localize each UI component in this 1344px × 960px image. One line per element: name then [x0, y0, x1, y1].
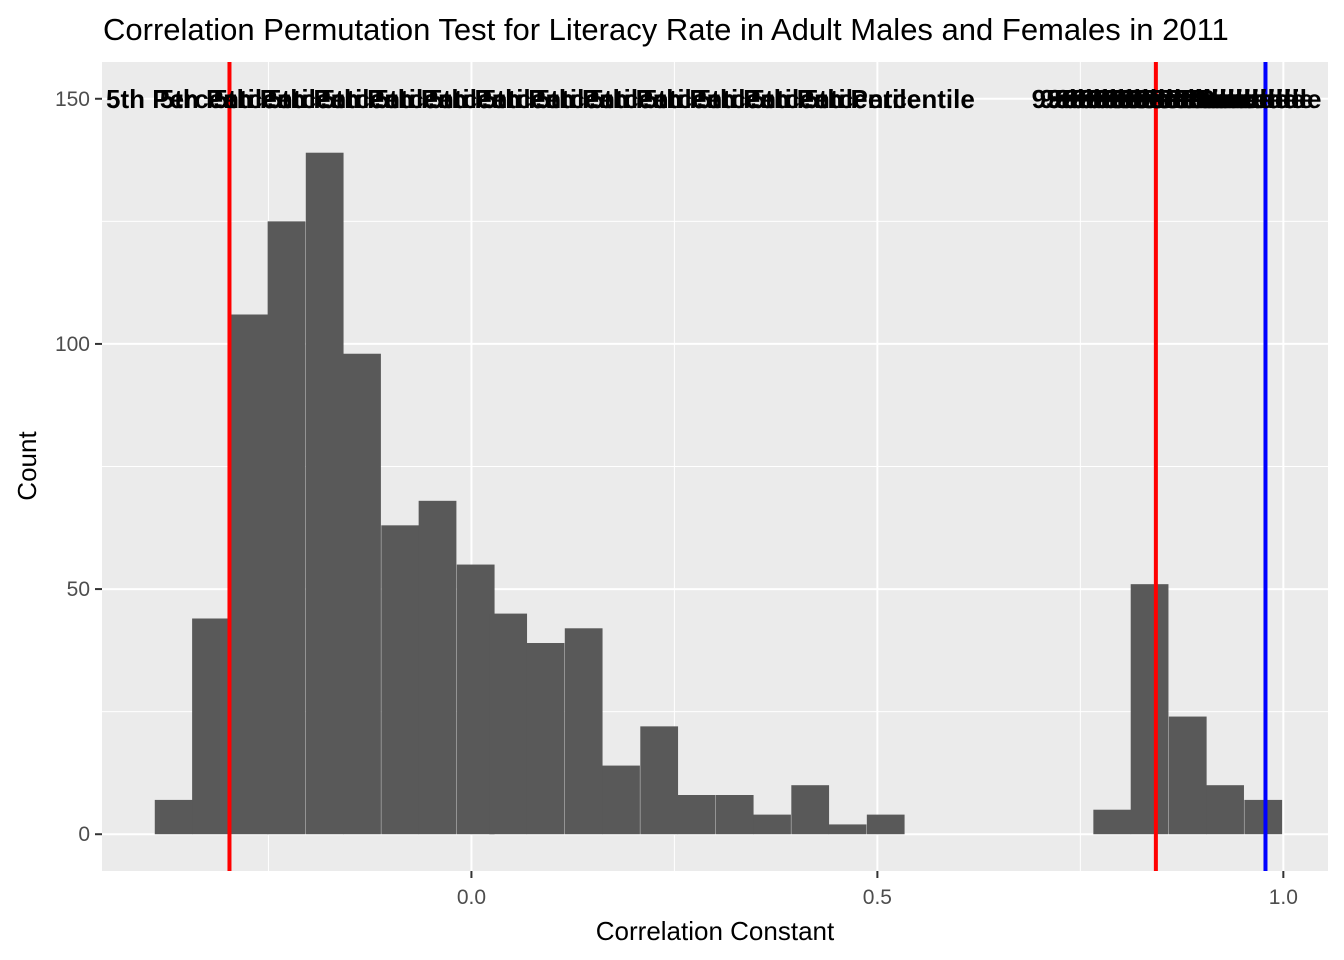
histogram-bar-17 [791, 785, 830, 835]
histogram-bar-29 [1244, 799, 1283, 835]
histogram-bar-6 [381, 525, 420, 835]
label-5th-percentile-2: 5th Percentile [213, 84, 384, 114]
chart-title: Correlation Permutation Test for Literac… [103, 12, 1229, 47]
histogram-bar-12 [602, 765, 640, 835]
label-95th-percentile-8: 95th Percentile [1096, 84, 1281, 114]
label-95th-percentile-10: 95th Percentile [1112, 84, 1297, 114]
label-95th-percentile-4: 95th Percentile [1064, 84, 1249, 114]
x-tick-label-0: 0.0 [457, 886, 486, 909]
label-5th-percentile-12: 5th Percentile [751, 84, 922, 114]
histogram-bar-0 [154, 799, 193, 835]
x-tick-label-2: 1.0 [1269, 886, 1298, 909]
label-5th-percentile-1: 5th Percentile [160, 84, 331, 114]
histogram-bars [154, 152, 1283, 835]
histogram-bar-1 [192, 618, 230, 835]
label-5th-percentile-11: 5th Percentile [697, 84, 868, 114]
label-5th-percentile-3: 5th Percentile [267, 84, 438, 114]
y-tick-label-1: 50 [67, 578, 90, 601]
histogram-bar-9 [489, 613, 528, 835]
y-tick-label-0: 0 [78, 823, 90, 846]
label-5th-percentile-7: 5th Percentile [482, 84, 653, 114]
label-5th-percentile-5: 5th Percentile [375, 84, 546, 114]
label-95th-percentile-12: 95th Percentile [1128, 84, 1313, 114]
histogram-bar-27 [1168, 716, 1207, 835]
histogram-bar-25 [1093, 809, 1132, 835]
label-95th-percentile-2: 95th Percentile [1048, 84, 1233, 114]
y-tick-label-3: 150 [55, 88, 90, 111]
histogram-bar-5 [343, 353, 381, 835]
label-5th-percentile-9: 5th Percentile [589, 84, 760, 114]
histogram-bar-7 [418, 500, 457, 835]
y-axis: 0 50 100 150 [55, 88, 102, 846]
label-5th-percentile-4: 5th Percentile [321, 84, 492, 114]
histogram-bar-13 [640, 726, 679, 835]
y-tick-label-2: 100 [55, 333, 90, 356]
label-95th-percentile-7: 95th Percentile [1088, 84, 1273, 114]
label-95th-percentile-9: 95th Percentile [1104, 84, 1289, 114]
label-5th-percentile-0: 5th Percentile [106, 84, 277, 114]
label-95th-percentile-1: 95th Percentile [1040, 84, 1225, 114]
x-tick-label-1: 0.5 [863, 886, 892, 909]
reference-lines [227, 62, 1268, 871]
histogram-bar-16 [753, 814, 791, 835]
histogram-bar-28 [1206, 785, 1244, 835]
y-axis-title: Count [12, 431, 42, 501]
label-5th-percentile-8: 5th Percentile [536, 84, 707, 114]
histogram-bar-2 [230, 314, 269, 835]
x-axis: 0.0 0.5 1.0 [457, 871, 1298, 909]
label-95th-percentile-6: 95th Percentile [1080, 84, 1265, 114]
histogram-bar-19 [866, 814, 905, 835]
label-95th-percentile-3: 95th Percentile [1056, 84, 1241, 114]
histogram-bar-4 [305, 152, 344, 835]
histogram-bar-14 [677, 795, 716, 835]
histogram-bar-10 [526, 643, 565, 835]
histogram-bar-11 [564, 628, 603, 835]
label-5th-percentile-13: 5th Percentile [804, 84, 975, 114]
histogram-bar-18 [828, 824, 867, 835]
label-5th-percentile-10: 5th Percentile [643, 84, 814, 114]
histogram-bar-8 [456, 564, 495, 835]
x-axis-title: Correlation Constant [596, 916, 835, 946]
histogram-bar-26 [1130, 584, 1169, 835]
histogram-bar-15 [715, 795, 754, 835]
label-95th-percentile-0: 95th Percentile [1032, 84, 1217, 114]
label-5th-percentile-6: 5th Percentile [428, 84, 599, 114]
label-95th-percentile-11: 95th Percentile [1120, 84, 1305, 114]
label-95th-percentile-13: 95th Percentile [1137, 84, 1322, 114]
label-95th-percentile-5: 95th Percentile [1072, 84, 1257, 114]
histogram-bar-3 [267, 221, 306, 835]
